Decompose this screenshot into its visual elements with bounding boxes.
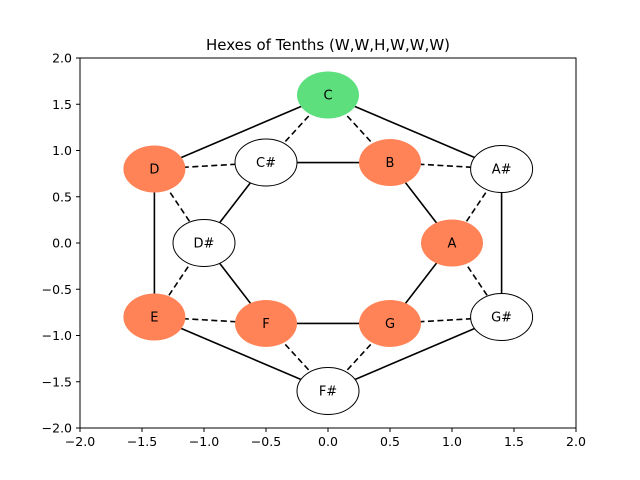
node-circle (234, 138, 298, 187)
x-tick-label: 2.0 (566, 434, 586, 449)
node: F (235, 299, 297, 347)
node: C (297, 71, 359, 119)
x-tick-label: −1.0 (189, 434, 219, 449)
chart-title: Hexes of Tenths (W,W,H,W,W,W) (206, 36, 450, 54)
node-circle (470, 293, 534, 341)
node-label: E (150, 311, 158, 326)
node-label: C (323, 89, 332, 104)
node-label: B (386, 156, 395, 171)
node-label: F (262, 317, 269, 332)
node-label: A# (492, 163, 512, 178)
node-label: G (385, 317, 395, 332)
y-axis-ticks: −2.0 −1.5 −1.0 −0.5 0.0 0.5 1.0 1.5 2.0 (42, 51, 80, 436)
edge-solid (154, 94, 329, 170)
node: E (123, 293, 186, 341)
y-tick-label: 1.0 (52, 143, 72, 158)
node-label: D (149, 163, 159, 178)
node-circle (359, 299, 421, 347)
node-label: G# (491, 311, 512, 326)
node-circle (123, 293, 186, 341)
edge-solid (154, 316, 329, 392)
x-tick-label: 1.0 (442, 434, 462, 449)
node: A# (470, 145, 534, 193)
y-tick-label: 1.5 (52, 97, 72, 112)
node: A (421, 219, 483, 267)
node: D# (172, 219, 236, 267)
node-circle (470, 145, 534, 193)
y-tick-label: −2.0 (42, 421, 72, 436)
node: G# (470, 293, 534, 341)
y-tick-label: 2.0 (52, 51, 72, 66)
node-label: A (448, 237, 457, 252)
y-tick-label: −1.0 (42, 328, 72, 343)
node-circle (172, 219, 236, 267)
node: B (359, 139, 421, 187)
node-circle (421, 219, 483, 267)
node-label: C# (256, 156, 276, 171)
x-tick-label: −1.5 (127, 434, 157, 449)
x-tick-label: 0.0 (318, 434, 338, 449)
y-tick-label: −1.5 (42, 374, 72, 389)
node-circle (359, 139, 421, 187)
y-tick-label: −0.5 (42, 282, 72, 297)
node-circle (297, 71, 359, 119)
node-circle (296, 367, 360, 415)
edge-solid (327, 316, 502, 392)
x-tick-label: 1.5 (504, 434, 524, 449)
x-tick-label: −0.5 (251, 434, 281, 449)
x-axis-ticks: −2.0 −1.5 −1.0 −0.5 0.0 0.5 1.0 1.5 2.0 (65, 428, 586, 449)
node: G (359, 299, 421, 347)
node: D (123, 145, 186, 193)
y-tick-label: 0.0 (52, 236, 72, 251)
node-label: F# (319, 385, 337, 400)
y-tick-label: 0.5 (52, 189, 72, 204)
node-label: D# (194, 237, 215, 252)
x-tick-label: 0.5 (380, 434, 400, 449)
x-tick-label: −2.0 (65, 434, 95, 449)
edge-solid (327, 94, 502, 170)
node-circle (123, 145, 186, 193)
node: C# (234, 138, 298, 187)
node: F# (296, 367, 360, 415)
node-circle (235, 299, 297, 347)
nodes-layer: C D C# B A# D# A E F G G# F# (123, 71, 534, 415)
